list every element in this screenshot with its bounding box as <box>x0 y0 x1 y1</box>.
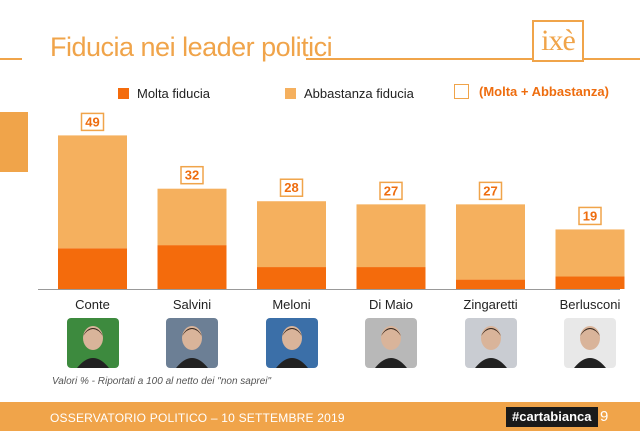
bar-abbastanza-salvini <box>157 188 227 246</box>
bar-abbastanza-conte <box>58 135 127 249</box>
total-label-di-maio: 27 <box>384 183 398 198</box>
bar-molta-zingaretti <box>456 279 525 289</box>
portrait-icon <box>474 326 507 368</box>
page-number: 9 <box>600 408 609 425</box>
bar-molta-meloni <box>257 267 326 289</box>
total-box-di-maio <box>379 181 403 201</box>
bar-molta-di-maio <box>356 267 426 289</box>
total-box-zingaretti <box>478 181 503 201</box>
total-box-salvini <box>180 165 204 185</box>
legend-item-abbastanza: Abbastanza fiducia <box>285 86 414 101</box>
bar-molta-berlusconi <box>555 276 625 289</box>
photo-meloni <box>265 318 318 368</box>
bar-abbastanza-berlusconi <box>555 229 625 277</box>
total-box-berlusconi <box>578 206 602 226</box>
footer-text: OSSERVATORIO POLITICO – 10 SETTEMBRE 201… <box>50 411 345 425</box>
portrait-icon <box>275 326 308 368</box>
total-label-berlusconi: 19 <box>583 208 597 223</box>
side-tab-decoration <box>0 112 28 172</box>
photo-di-maio <box>365 318 417 368</box>
total-label-conte: 49 <box>85 114 99 129</box>
total-box-conte <box>80 112 105 132</box>
total-label-meloni: 28 <box>284 180 298 195</box>
category-label-di-maio: Di Maio <box>369 297 413 312</box>
footnote: Valori % - Riportati a 100 al netto dei … <box>52 376 272 387</box>
bar-abbastanza-zingaretti <box>456 204 525 280</box>
bar-molta-conte <box>58 248 127 289</box>
bar-chart: 49 Conte 32 Salvini 28 Meloni 27 Di Maio 27 Zinga… <box>38 112 625 312</box>
legend-item-molta: Molta fiducia <box>118 86 210 101</box>
bar-abbastanza-di-maio <box>356 204 426 268</box>
hashtag-badge: #cartabianca <box>506 407 598 427</box>
ixe-logo: ixè <box>532 20 584 62</box>
portrait-icon <box>375 326 407 368</box>
legend-swatch-molta <box>118 88 129 99</box>
portrait-icon <box>176 326 208 368</box>
title-rule-right <box>306 58 640 60</box>
category-label-salvini: Salvini <box>173 297 211 312</box>
legend-swatch-abbastanza <box>285 88 296 99</box>
footer-bar: OSSERVATORIO POLITICO – 10 SETTEMBRE 201… <box>0 402 640 431</box>
category-label-zingaretti: Zingaretti <box>463 297 517 312</box>
category-label-berlusconi: Berlusconi <box>560 297 621 312</box>
portrait-icon <box>574 326 606 368</box>
photo-berlusconi <box>564 318 616 368</box>
photo-salvini <box>166 318 218 368</box>
total-label-zingaretti: 27 <box>483 183 497 198</box>
title-rule-left <box>0 58 22 60</box>
total-label-salvini: 32 <box>185 168 199 183</box>
photo-zingaretti <box>464 318 517 368</box>
portrait-icon <box>76 326 109 368</box>
bar-molta-salvini <box>157 245 227 289</box>
photo-conte <box>66 318 119 368</box>
legend-label-total: (Molta + Abbastanza) <box>479 84 609 99</box>
category-label-conte: Conte <box>75 297 110 312</box>
bar-abbastanza-meloni <box>257 201 326 268</box>
legend-item-total: (Molta + Abbastanza) <box>454 84 609 99</box>
legend-label-abbastanza: Abbastanza fiducia <box>304 86 414 101</box>
page-title: Fiducia nei leader politici <box>50 32 333 62</box>
total-box-meloni <box>279 178 304 197</box>
legend-label-molta: Molta fiducia <box>137 86 210 101</box>
category-label-meloni: Meloni <box>272 297 310 312</box>
legend-swatch-total <box>454 84 469 99</box>
